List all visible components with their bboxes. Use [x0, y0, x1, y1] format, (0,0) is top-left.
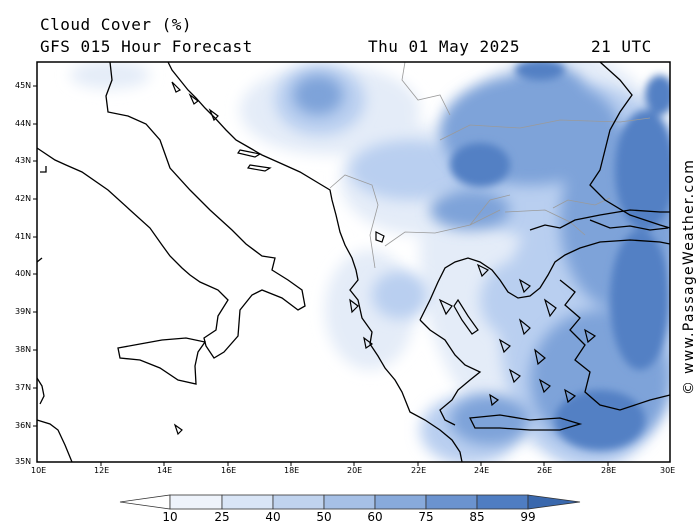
colorbar-segment [323, 494, 376, 510]
forecast-date: Thu 01 May 2025 [368, 37, 520, 56]
lon-label: 10E [31, 466, 47, 475]
lon-label: 26E [537, 466, 553, 475]
copyright-watermark: © www.PassageWeather.com [681, 158, 697, 395]
islands [171, 81, 597, 436]
lat-label: 37N [15, 383, 32, 392]
colorbar-tick-label: 25 [214, 510, 230, 524]
lat-label: 38N [15, 345, 32, 354]
lat-label: 41N [15, 232, 32, 241]
lat-label: 36N [15, 421, 32, 430]
colorbar-tick-label: 60 [367, 510, 383, 524]
colorbar-segment [221, 494, 274, 510]
lon-label: 18E [284, 466, 300, 475]
colorbar-max-arrow [527, 494, 581, 510]
lon-label: 16E [221, 466, 237, 475]
lon-label: 20E [347, 466, 363, 475]
lat-label: 39N [15, 307, 32, 316]
coastlines [36, 61, 671, 463]
colorbar-tick-label: 99 [520, 510, 536, 524]
lat-label: 45N [15, 81, 32, 90]
lon-label: 24E [474, 466, 490, 475]
colorbar-tick-label: 10 [162, 510, 178, 524]
lat-label: 43N [15, 156, 32, 165]
colorbar-tick-label: 85 [469, 510, 485, 524]
lat-label: 35N [15, 457, 32, 466]
colorbar-segment [476, 494, 529, 510]
forecast-label: GFS 015 Hour Forecast [40, 37, 253, 56]
lat-label: 44N [15, 119, 32, 128]
lon-label: 22E [411, 466, 427, 475]
lat-label: 42N [15, 194, 32, 203]
forecast-time: 21 UTC [591, 37, 652, 56]
lon-label: 30E [660, 466, 676, 475]
lon-label: 12E [94, 466, 110, 475]
cloud-field [37, 62, 670, 462]
axis-ticks [33, 85, 609, 466]
map-title: Cloud Cover (%) [40, 15, 192, 34]
colorbar-tick-label: 40 [265, 510, 281, 524]
lon-label: 28E [601, 466, 617, 475]
colorbar-segment [272, 494, 325, 510]
lon-label: 14E [157, 466, 173, 475]
colorbar [119, 494, 581, 510]
lat-label: 40N [15, 269, 32, 278]
colorbar-tick-label: 75 [418, 510, 434, 524]
colorbar-segment [425, 494, 478, 510]
colorbar-segment [169, 494, 223, 510]
colorbar-segment [374, 494, 427, 510]
country-borders [329, 61, 651, 269]
colorbar-tick-label: 50 [316, 510, 332, 524]
colorbar-min-arrow [119, 494, 171, 510]
